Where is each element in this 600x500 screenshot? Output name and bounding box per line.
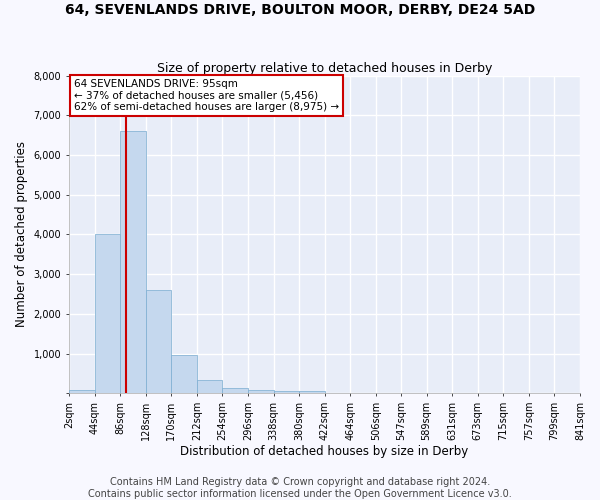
Text: 64 SEVENLANDS DRIVE: 95sqm
← 37% of detached houses are smaller (5,456)
62% of s: 64 SEVENLANDS DRIVE: 95sqm ← 37% of deta…: [74, 79, 339, 112]
Text: Contains HM Land Registry data © Crown copyright and database right 2024.
Contai: Contains HM Land Registry data © Crown c…: [88, 478, 512, 499]
Bar: [146, 290, 171, 393]
X-axis label: Distribution of detached houses by size in Derby: Distribution of detached houses by size …: [181, 444, 469, 458]
Bar: [223, 388, 248, 393]
Bar: [69, 390, 95, 393]
Bar: [197, 380, 223, 393]
Bar: [299, 391, 325, 393]
Bar: [171, 355, 197, 393]
Bar: [95, 234, 120, 393]
Y-axis label: Number of detached properties: Number of detached properties: [15, 142, 28, 328]
Text: 64, SEVENLANDS DRIVE, BOULTON MOOR, DERBY, DE24 5AD: 64, SEVENLANDS DRIVE, BOULTON MOOR, DERB…: [65, 2, 535, 16]
Bar: [120, 131, 146, 393]
Bar: [274, 391, 299, 393]
Title: Size of property relative to detached houses in Derby: Size of property relative to detached ho…: [157, 62, 492, 74]
Bar: [248, 390, 274, 393]
